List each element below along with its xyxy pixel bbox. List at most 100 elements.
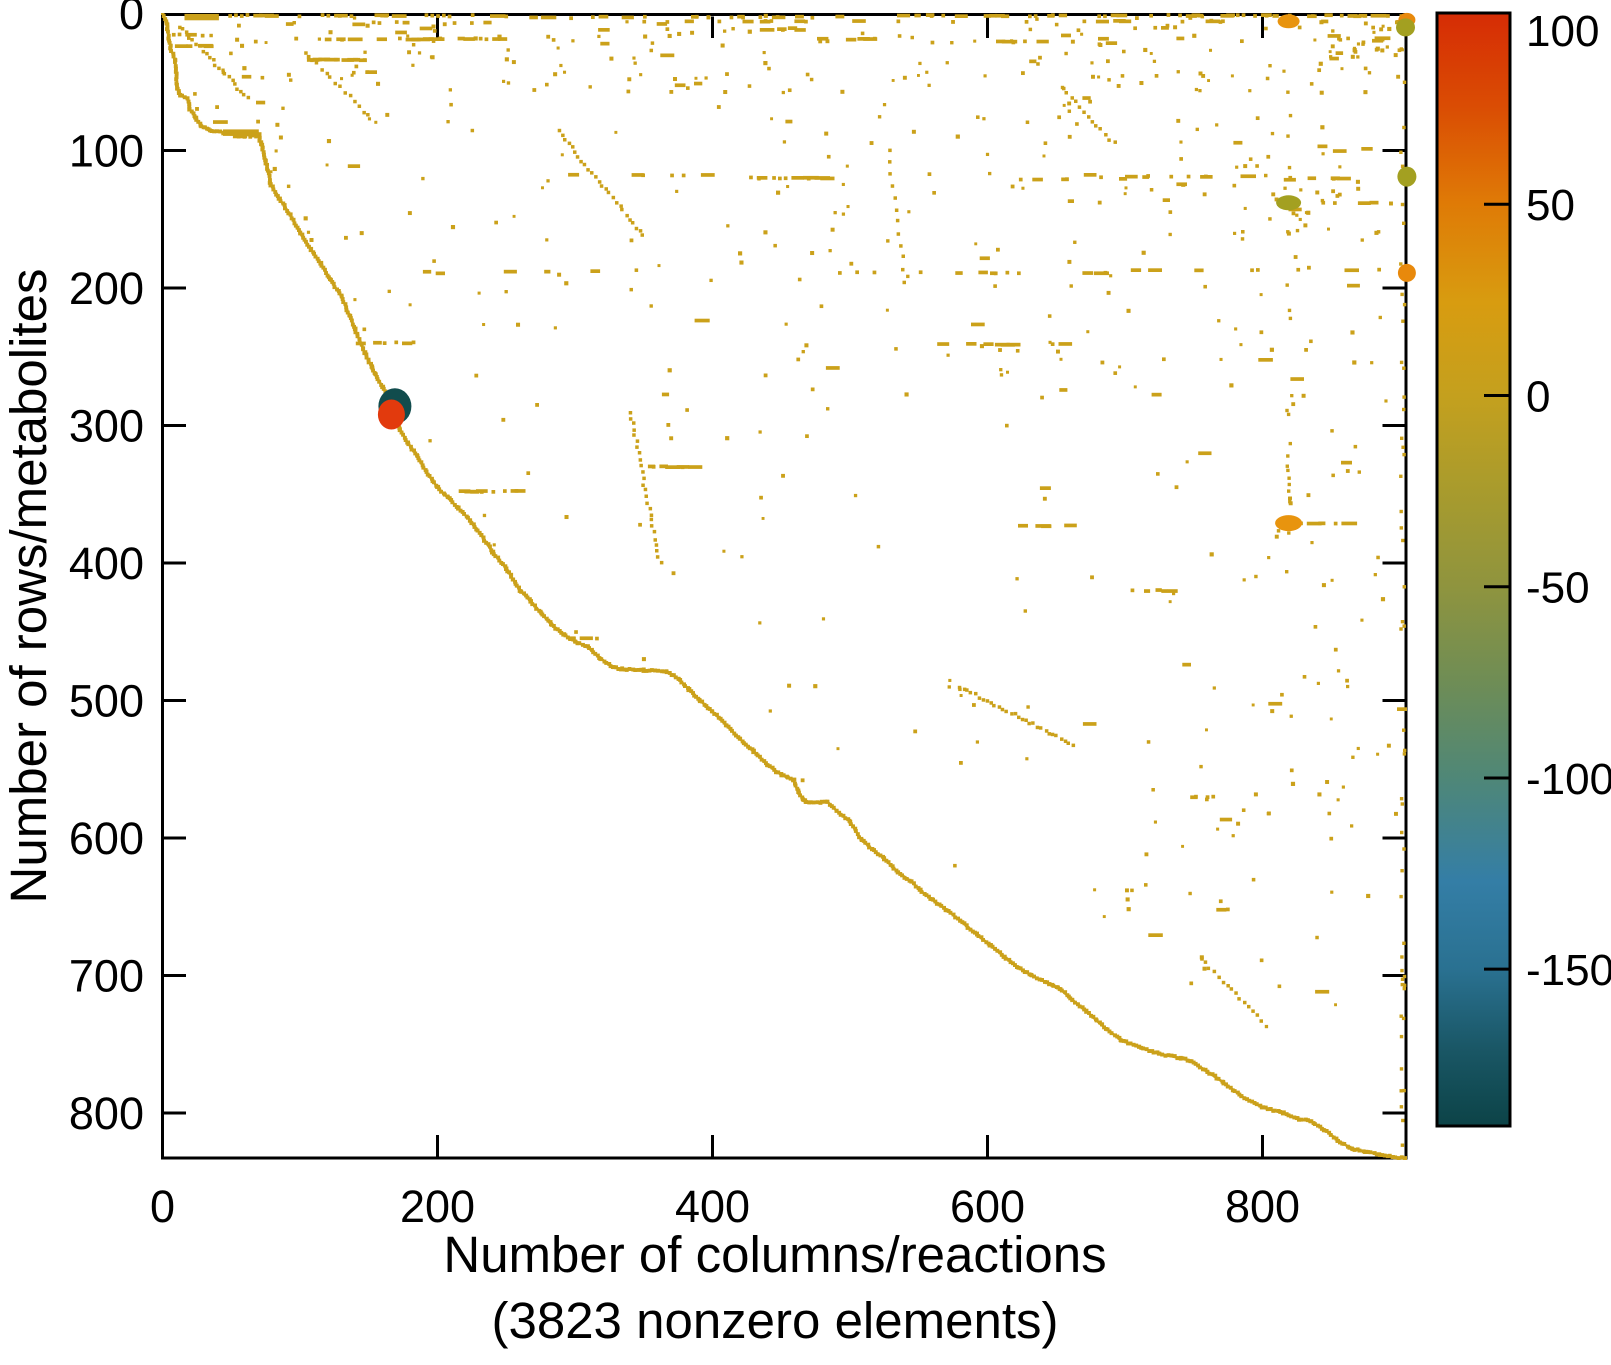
matrix-nonzero-dot — [625, 213, 629, 218]
matrix-nonzero-dash — [1219, 817, 1233, 822]
matrix-nonzero-dot — [1309, 82, 1314, 86]
matrix-nonzero-dot — [1209, 552, 1214, 557]
matrix-nonzero-dash — [1341, 521, 1358, 526]
matrix-nonzero-dot — [608, 664, 613, 669]
matrix-nonzero-dot — [1320, 198, 1325, 203]
matrix-nonzero-dot — [1066, 741, 1070, 745]
matrix-nonzero-dot — [1363, 66, 1368, 71]
matrix-nonzero-dot — [1008, 960, 1013, 965]
matrix-nonzero-dot — [501, 562, 505, 566]
y-tick-label: 600 — [69, 813, 144, 864]
matrix-nonzero-dot — [781, 28, 785, 32]
matrix-nonzero-dot — [486, 542, 491, 547]
matrix-nonzero-dot — [478, 36, 483, 41]
matrix-nonzero-dot — [872, 36, 877, 41]
matrix-nonzero-dot — [1287, 165, 1292, 170]
matrix-nonzero-dot — [1107, 1029, 1112, 1034]
matrix-nonzero-dot — [947, 685, 951, 689]
matrix-nonzero-dot — [785, 775, 790, 780]
matrix-nonzero-dot — [448, 88, 453, 92]
matrix-nonzero-dot — [411, 340, 416, 345]
matrix-nonzero-dot — [758, 621, 762, 625]
y-tick-label: 700 — [69, 951, 144, 1002]
matrix-nonzero-dot — [855, 832, 860, 837]
matrix-nonzero-dot — [367, 117, 372, 121]
matrix-nonzero-dot — [174, 66, 178, 71]
matrix-nonzero-dot — [801, 350, 805, 354]
matrix-nonzero-dot — [1070, 96, 1074, 100]
matrix-nonzero-dot — [174, 75, 179, 80]
matrix-nonzero-dot — [932, 191, 936, 195]
matrix-nonzero-dot — [821, 617, 826, 621]
matrix-nonzero-dot — [1399, 526, 1403, 530]
matrix-nonzero-dot — [304, 51, 308, 55]
colorbar-tick-label: 50 — [1526, 181, 1575, 230]
matrix-nonzero-dot — [297, 228, 301, 232]
colorbar-tick-label: -150 — [1526, 946, 1611, 995]
matrix-nonzero-dot — [1403, 748, 1407, 753]
matrix-nonzero-dot — [1400, 164, 1405, 168]
matrix-nonzero-dot — [1287, 489, 1291, 493]
matrix-nonzero-dot — [1306, 1118, 1310, 1123]
matrix-nonzero-dot — [449, 498, 454, 502]
matrix-nonzero-dot — [1013, 963, 1017, 967]
matrix-nonzero-dot — [1168, 232, 1172, 237]
matrix-nonzero-dot — [384, 13, 388, 18]
matrix-nonzero-dot — [1309, 339, 1313, 344]
matrix-nonzero-dot — [174, 71, 179, 76]
matrix-nonzero-dot — [208, 55, 212, 60]
matrix-nonzero-dot — [1380, 37, 1385, 42]
matrix-nonzero-dot — [649, 517, 654, 522]
matrix-nonzero-dash — [223, 132, 262, 136]
matrix-nonzero-dot — [927, 172, 932, 176]
matrix-nonzero-dot — [1086, 330, 1090, 334]
matrix-nonzero-dot — [1056, 349, 1060, 354]
matrix-nonzero-dash — [996, 39, 1006, 44]
matrix-nonzero-dot — [1166, 13, 1171, 17]
matrix-nonzero-dot — [995, 948, 1000, 953]
matrix-nonzero-dot — [1315, 935, 1319, 940]
matrix-nonzero-dot — [456, 506, 460, 511]
matrix-nonzero-dash — [185, 32, 197, 37]
matrix-nonzero-dot — [1037, 977, 1042, 982]
matrix-nonzero-dot — [643, 14, 647, 19]
matrix-nonzero-dot — [917, 74, 920, 77]
y-tick-label: 100 — [69, 126, 144, 177]
matrix-nonzero-dot — [763, 13, 768, 18]
matrix-nonzero-dot — [194, 115, 199, 120]
matrix-nonzero-dot — [1321, 152, 1325, 156]
matrix-nonzero-dot — [734, 733, 738, 738]
matrix-nonzero-dot — [1082, 110, 1086, 114]
matrix-nonzero-dash — [1083, 173, 1097, 177]
matrix-nonzero-dot — [894, 347, 898, 351]
matrix-nonzero-dot — [403, 438, 408, 442]
matrix-nonzero-dot — [1285, 464, 1289, 468]
matrix-nonzero-dot — [1357, 1148, 1362, 1153]
matrix-nonzero-dot — [726, 224, 730, 228]
matrix-nonzero-dot — [1124, 186, 1128, 190]
matrix-nonzero-dot — [509, 574, 513, 579]
matrix-nonzero-dot — [671, 571, 676, 576]
matrix-nonzero-dot — [338, 84, 342, 88]
matrix-nonzero-dot — [268, 178, 272, 182]
matrix-nonzero-dot — [1363, 90, 1368, 95]
matrix-nonzero-dot — [951, 912, 956, 917]
matrix-nonzero-dot — [893, 196, 897, 200]
matrix-nonzero-dot — [320, 13, 325, 17]
matrix-nonzero-dot — [948, 910, 953, 915]
matrix-nonzero-dot — [370, 366, 375, 371]
matrix-nonzero-dot — [638, 229, 643, 233]
matrix-nonzero-dot — [641, 470, 645, 474]
matrix-nonzero-dot — [1121, 1039, 1126, 1043]
matrix-nonzero-dot — [1333, 647, 1338, 652]
matrix-nonzero-dot — [366, 360, 371, 365]
matrix-nonzero-dot — [1230, 74, 1234, 78]
matrix-nonzero-dot — [964, 923, 969, 928]
matrix-nonzero-dot — [593, 651, 598, 656]
matrix-nonzero-dot — [377, 21, 382, 25]
matrix-nonzero-dot — [194, 117, 199, 122]
matrix-nonzero-dot — [340, 37, 344, 42]
matrix-nonzero-dot — [501, 417, 506, 422]
matrix-nonzero-dot — [1306, 493, 1311, 498]
matrix-nonzero-dot — [649, 48, 654, 53]
